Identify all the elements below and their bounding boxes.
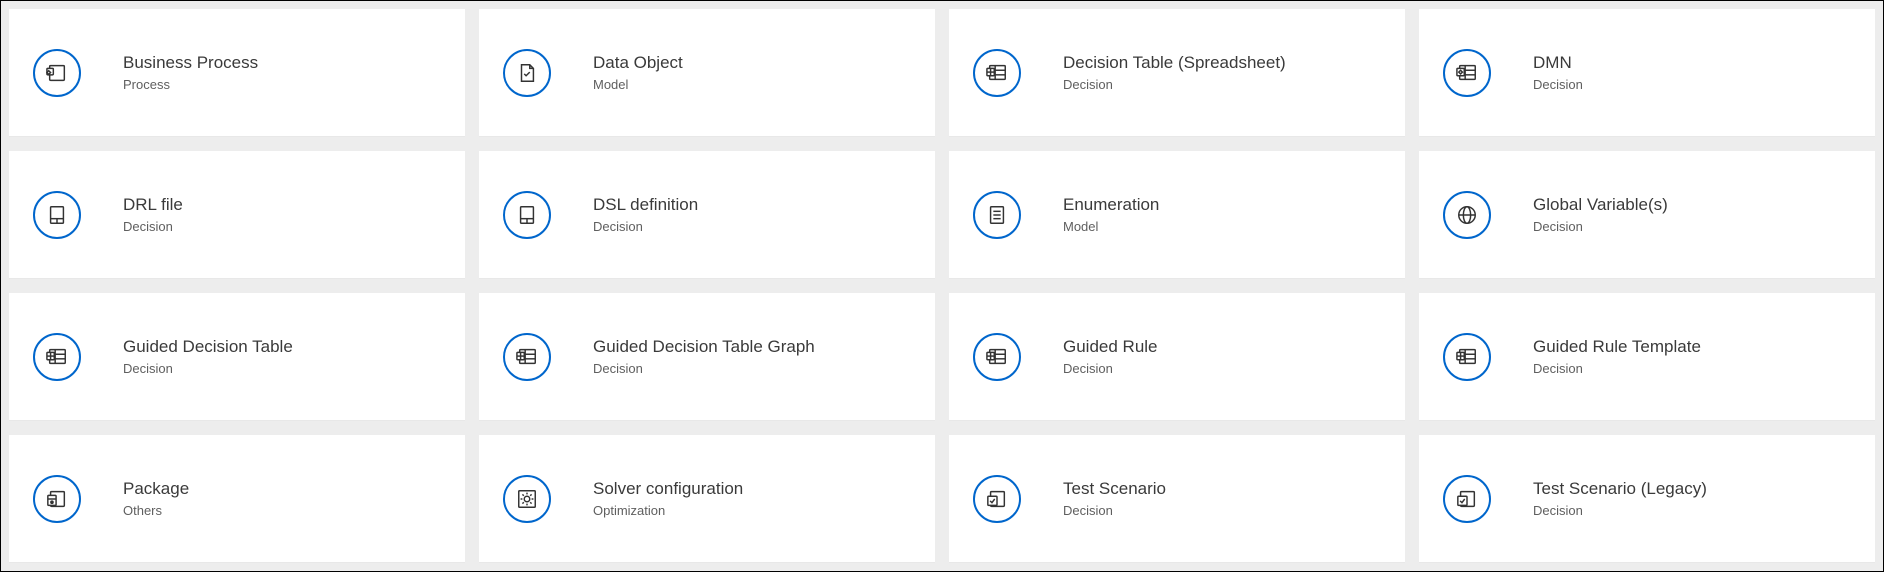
card-title: Data Object (593, 53, 683, 73)
asset-card[interactable]: DSL definition Decision (479, 151, 935, 279)
asset-card[interactable]: Package Others (9, 435, 465, 563)
asset-card[interactable]: Test Scenario Decision (949, 435, 1405, 563)
card-category: Model (1063, 219, 1159, 234)
spreadsheet-icon (503, 333, 551, 381)
card-title: DSL definition (593, 195, 698, 215)
process-icon (33, 49, 81, 97)
asset-card[interactable]: Guided Decision Table Decision (9, 293, 465, 421)
card-title: Global Variable(s) (1533, 195, 1668, 215)
card-category: Decision (1533, 219, 1668, 234)
card-category: Decision (1533, 77, 1583, 92)
asset-card[interactable]: Guided Rule Template Decision (1419, 293, 1875, 421)
data-object-icon (503, 49, 551, 97)
asset-card[interactable]: Solver configuration Optimization (479, 435, 935, 563)
package-icon (33, 475, 81, 523)
spreadsheet-icon (973, 49, 1021, 97)
card-title: Solver configuration (593, 479, 743, 499)
card-category: Others (123, 503, 189, 518)
card-category: Decision (123, 219, 183, 234)
asset-card[interactable]: Business Process Process (9, 9, 465, 137)
asset-card[interactable]: Guided Rule Decision (949, 293, 1405, 421)
solver-icon (503, 475, 551, 523)
dmn-icon (1443, 49, 1491, 97)
spreadsheet-icon (33, 333, 81, 381)
spreadsheet-icon (1443, 333, 1491, 381)
asset-card[interactable]: DMN Decision (1419, 9, 1875, 137)
card-title: Decision Table (Spreadsheet) (1063, 53, 1286, 73)
card-category: Decision (1063, 77, 1286, 92)
card-title: DMN (1533, 53, 1583, 73)
card-title: DRL file (123, 195, 183, 215)
card-title: Test Scenario (Legacy) (1533, 479, 1707, 499)
asset-card[interactable]: Guided Decision Table Graph Decision (479, 293, 935, 421)
card-category: Decision (593, 219, 698, 234)
card-title: Guided Decision Table Graph (593, 337, 815, 357)
asset-card[interactable]: Global Variable(s) Decision (1419, 151, 1875, 279)
file-icon (503, 191, 551, 239)
test-icon (1443, 475, 1491, 523)
card-category: Model (593, 77, 683, 92)
card-title: Guided Rule Template (1533, 337, 1701, 357)
card-category: Decision (1063, 503, 1166, 518)
card-category: Decision (1533, 503, 1707, 518)
card-category: Decision (1063, 361, 1158, 376)
card-title: Enumeration (1063, 195, 1159, 215)
asset-card[interactable]: Decision Table (Spreadsheet) Decision (949, 9, 1405, 137)
card-category: Process (123, 77, 258, 92)
test-icon (973, 475, 1021, 523)
globe-icon (1443, 191, 1491, 239)
card-title: Business Process (123, 53, 258, 73)
card-category: Decision (1533, 361, 1701, 376)
asset-card[interactable]: DRL file Decision (9, 151, 465, 279)
card-category: Decision (123, 361, 293, 376)
asset-card[interactable]: Data Object Model (479, 9, 935, 137)
card-title: Package (123, 479, 189, 499)
card-title: Test Scenario (1063, 479, 1166, 499)
file-icon (33, 191, 81, 239)
card-title: Guided Decision Table (123, 337, 293, 357)
spreadsheet-icon (973, 333, 1021, 381)
card-category: Decision (593, 361, 815, 376)
asset-card[interactable]: Enumeration Model (949, 151, 1405, 279)
card-category: Optimization (593, 503, 743, 518)
asset-card[interactable]: Test Scenario (Legacy) Decision (1419, 435, 1875, 563)
card-title: Guided Rule (1063, 337, 1158, 357)
enum-icon (973, 191, 1021, 239)
